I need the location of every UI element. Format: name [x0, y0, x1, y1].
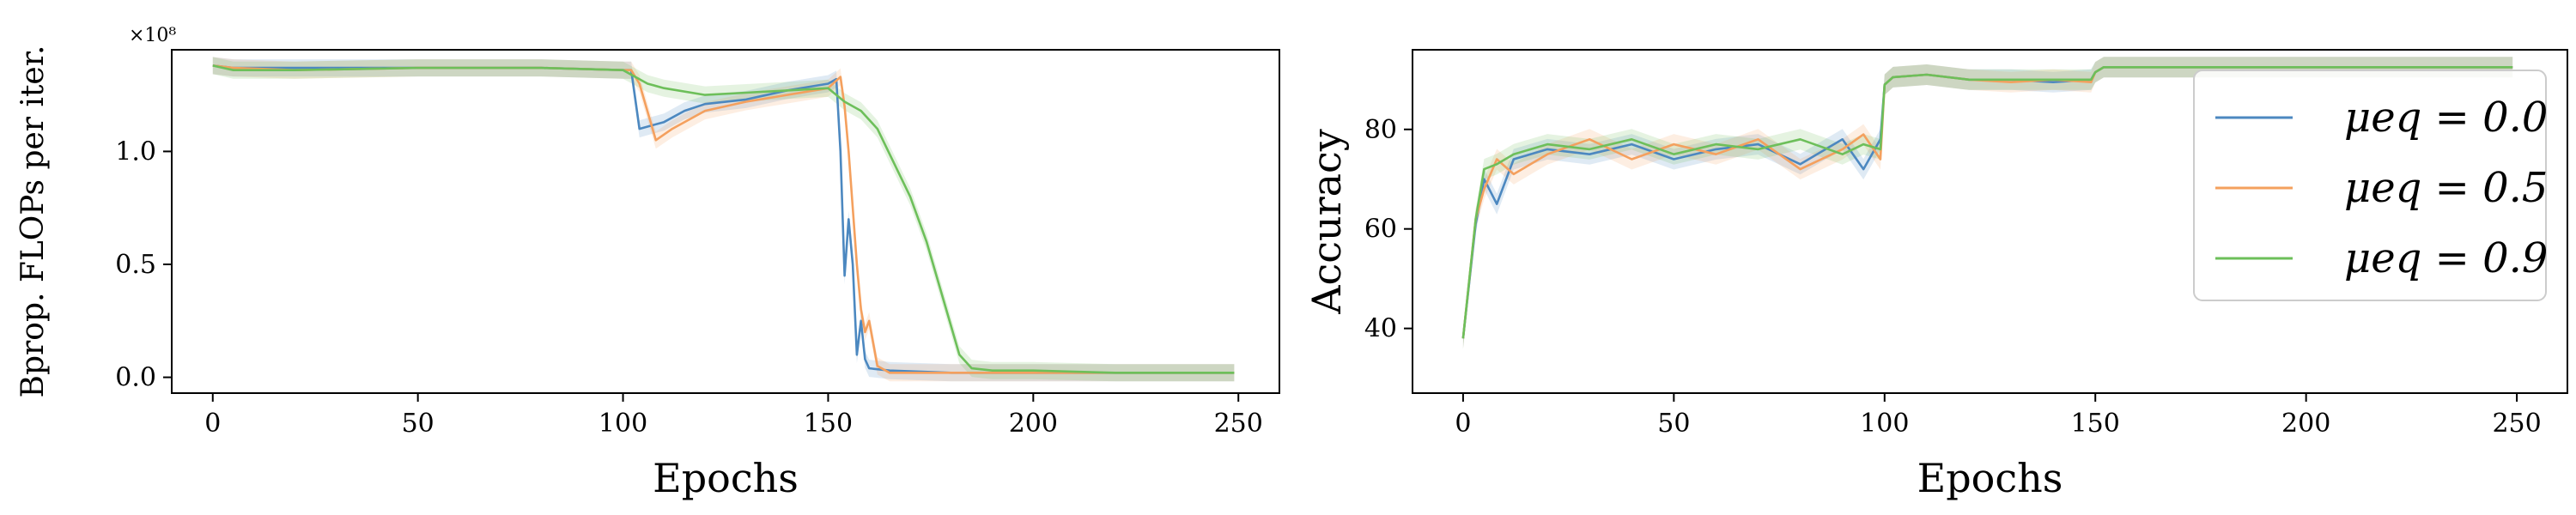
legend-label-0: μeq = 0.0 — [2344, 94, 2548, 142]
x-tick-label: 0 — [1455, 409, 1471, 439]
x-tick-label: 150 — [804, 409, 853, 439]
x-tick-label: 0 — [204, 409, 221, 439]
y-tick-label: 80 — [1364, 115, 1397, 145]
y-tick-label: 0.0 — [115, 363, 156, 393]
y-tick-label: 60 — [1364, 215, 1397, 245]
x-tick-label: 250 — [1214, 409, 1263, 439]
x-tick-label: 100 — [598, 409, 647, 439]
x-tick-label: 250 — [2492, 409, 2541, 439]
x-tick-label: 50 — [402, 409, 434, 439]
x-tick-label: 200 — [2281, 409, 2330, 439]
legend-label-1: μeq = 0.5 — [2344, 164, 2548, 212]
plot-frame — [171, 49, 1280, 394]
flops-panel: 0 50 100 150 200 250 0.0 0.5 1.0 Epochs Bprop. FLO… — [15, 25, 1280, 501]
y-axis-multiplier: ×10⁸ — [129, 25, 176, 46]
y-axis-label: Accuracy — [1303, 129, 1350, 315]
x-axis-label: Epochs — [1917, 455, 2063, 501]
plot-frame — [1412, 49, 2568, 394]
x-tick-label: 200 — [1009, 409, 1058, 439]
series-line-2 — [212, 64, 1235, 374]
y-tick-label: 40 — [1364, 314, 1397, 344]
x-tick-label: 150 — [2071, 409, 2120, 439]
y-axis-label: Bprop. FLOPs per iter. — [15, 45, 51, 398]
y-tick-label: 0.5 — [115, 250, 156, 280]
series-line-2 — [1461, 66, 2513, 339]
legend-label-2: μeq = 0.9 — [2344, 234, 2548, 282]
x-axis-label: Epochs — [653, 455, 799, 501]
accuracy-panel: 0 50 100 150 200 250 40 60 80 Epochs Accuracy μeq =… — [1303, 49, 2568, 501]
legend-box — [2193, 70, 2547, 301]
x-tick-label: 100 — [1860, 409, 1909, 439]
y-tick-label: 1.0 — [115, 136, 156, 167]
x-tick-label: 50 — [1657, 409, 1690, 439]
